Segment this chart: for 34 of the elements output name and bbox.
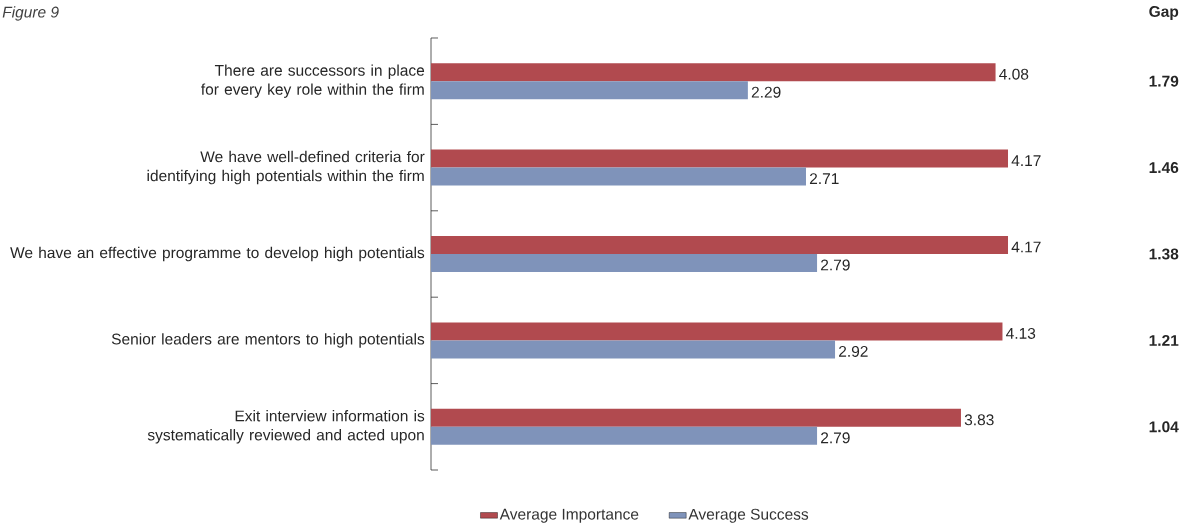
- y-tick-label: We have well-defined criteria for identifying high potentials within the firm: [147, 150, 425, 185]
- data-label: 4.17: [1011, 241, 1041, 253]
- text: 1.79: [1149, 75, 1179, 87]
- bar: [431, 254, 818, 272]
- text: Gap: [1149, 5, 1179, 21]
- data-label: 4.08: [999, 68, 1029, 80]
- data-label: 3.83: [964, 414, 994, 426]
- data-label: 4.13: [1006, 327, 1036, 339]
- data-label: 2.71: [809, 173, 839, 185]
- text: 1.04: [1149, 421, 1179, 433]
- data-label: 2.29: [751, 86, 781, 98]
- text: 1.38: [1149, 248, 1179, 260]
- bar: [431, 81, 748, 100]
- legend-label: Average Success: [688, 508, 809, 523]
- bar: [431, 426, 818, 445]
- data-label: 2.79: [821, 259, 850, 271]
- data-label: 2.92: [839, 345, 868, 357]
- text: 1.21: [1149, 334, 1179, 346]
- y-tick-label: Exit interview information is systematically reviewed and acted upon: [147, 410, 425, 444]
- data-label: 4.17: [1011, 155, 1041, 166]
- y-tick-label: There are successors in place for every key role within the firm: [201, 64, 425, 98]
- bar: [431, 340, 836, 359]
- bar: [431, 149, 1009, 168]
- y-tick-label: We have an effective programme to develop high potentials: [10, 246, 425, 262]
- bar: [431, 236, 1009, 254]
- data-label: 2.79: [821, 432, 850, 444]
- legend-label: Average Importance: [499, 508, 639, 523]
- bar: [431, 63, 996, 82]
- bar: [431, 408, 961, 427]
- text: Figure 9: [2, 6, 59, 21]
- y-tick-label: Senior leaders are mentors to high potentials: [111, 333, 425, 348]
- bar: [431, 322, 1003, 341]
- text: 1.46: [1149, 162, 1179, 174]
- bar: [431, 167, 806, 186]
